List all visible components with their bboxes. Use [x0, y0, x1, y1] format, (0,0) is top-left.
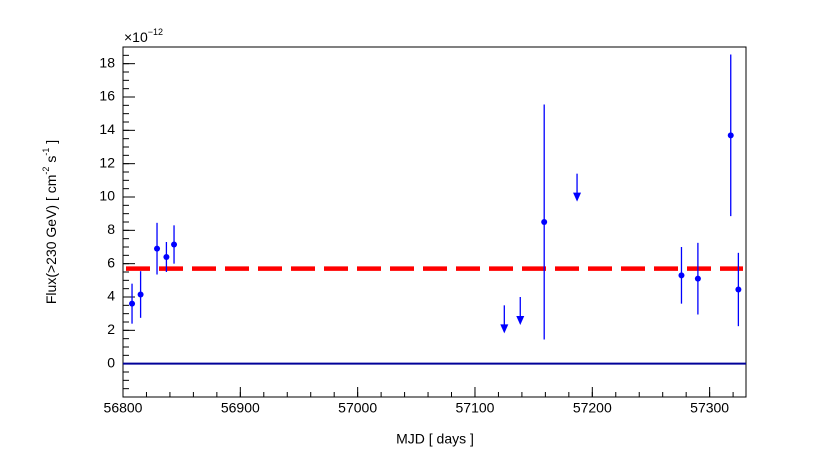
- y-tick-label: 8: [107, 221, 115, 237]
- y-title-part: ]: [43, 140, 59, 148]
- x-axis-title: MJD [ days ]: [396, 431, 474, 447]
- data-point: [541, 219, 548, 225]
- data-point: [678, 272, 685, 279]
- y-tick-label: 16: [99, 88, 115, 104]
- upper-limit-head: [516, 316, 525, 325]
- y-tick-label: 14: [99, 121, 115, 137]
- y-tick-label: 12: [99, 154, 115, 170]
- x-tick-label: 57300: [690, 400, 729, 416]
- data-point: [137, 291, 144, 298]
- y-multiplier: ×10−12: [124, 27, 163, 44]
- y-axis-title: Flux(>230 GeV) [ cm-2 s-1 ]: [41, 140, 58, 304]
- data-point: [727, 132, 734, 139]
- y-tick-label: 6: [107, 254, 115, 270]
- y-tick-label: 4: [107, 288, 115, 304]
- y-tick-label: 2: [107, 321, 115, 337]
- upper-limit: [516, 297, 525, 325]
- y-tick-label: 0: [107, 354, 115, 370]
- y-title-part: s: [43, 156, 59, 167]
- data-point: [171, 241, 178, 248]
- upper-limit: [573, 173, 582, 202]
- x-tick-label: 57000: [338, 400, 377, 416]
- data-point: [154, 245, 161, 252]
- x-tick-label: 56900: [221, 400, 260, 416]
- y-title-sup: -2: [41, 167, 51, 175]
- y-multiplier-exponent: −12: [148, 27, 163, 37]
- y-tick-label: 18: [99, 54, 115, 70]
- upper-limit-head: [500, 324, 509, 334]
- y-title-sup: -1: [41, 148, 51, 156]
- data-point: [163, 254, 170, 260]
- x-tick-label: 57200: [573, 400, 612, 416]
- upper-limit-head: [573, 192, 582, 202]
- y-tick-label: 10: [99, 188, 115, 204]
- upper-limit: [500, 305, 509, 334]
- y-title-part: Flux(>230 GeV) [ cm: [43, 175, 59, 305]
- x-tick-label: 56800: [104, 400, 143, 416]
- y-multiplier-base: ×10: [124, 29, 148, 45]
- data-point: [129, 300, 136, 307]
- plot-frame: [122, 46, 747, 398]
- data-point: [694, 275, 701, 282]
- x-tick-label: 57100: [456, 400, 495, 416]
- data-point: [735, 286, 742, 293]
